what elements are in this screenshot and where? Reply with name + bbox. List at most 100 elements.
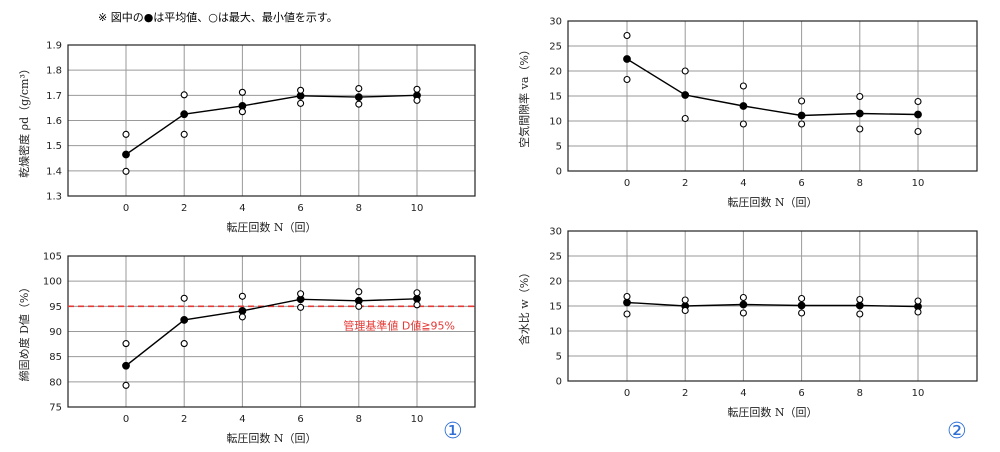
min-point [238,313,246,321]
min-point [413,301,421,309]
min-point [180,130,188,138]
y-tick-label: 1.4 [46,166,62,177]
x-tick-label: 2 [181,414,187,425]
y-tick-label: 85 [49,352,62,363]
x-tick-label: 4 [239,414,245,425]
mean-series-line [626,58,919,117]
y-tick-label: 105 [43,252,62,263]
min-point [623,75,631,84]
mean-point [855,109,864,118]
chart-area: 1.3 1.4 1.5 1.6 1.7 1.8 1.9 0 2 4 6 8 10 転圧回数 N（回） 乾燥密… [17,17,978,445]
x-tick-label: 4 [239,203,245,214]
max-point [355,84,363,93]
min-point [914,308,922,316]
max-point [180,294,188,302]
min-point [355,302,363,310]
plot-frame [67,44,476,197]
x-tick-label: 8 [857,388,863,399]
x-axis-title: 転圧回数 N（回） [226,221,316,234]
max-point [739,82,747,90]
x-tick-label: 2 [181,203,187,214]
mean-point [855,301,864,310]
max-point [238,292,246,300]
max-point [122,130,130,138]
mean-point [122,361,130,370]
min-point [739,120,747,128]
mean-point [739,300,748,309]
x-axis-title: 転圧回数 N（回） [727,406,817,419]
x-tick-label: 10 [912,178,925,189]
mean-point [623,55,631,63]
max-point [798,294,806,303]
min-point [355,100,363,108]
min-point [297,99,305,107]
y-tick-label: 5 [556,142,562,153]
min-point [297,303,305,311]
mean-point [180,110,189,119]
min-point [681,306,689,315]
mean-point [797,301,806,310]
max-point [413,289,421,297]
x-tick-label: 10 [912,388,925,399]
min-point [122,381,130,389]
max-point [297,290,305,298]
max-point [297,86,305,94]
max-point [180,91,188,99]
y-tick-label: 10 [549,327,562,338]
x-tick-label: 8 [857,178,863,189]
y-axis-title: 含水比 w（%） [517,267,531,345]
y-tick-label: 15 [549,92,562,103]
plot-frame [567,20,978,172]
x-tick-label: 0 [123,414,129,425]
y-tick-label: 90 [49,327,62,338]
x-tick-label: 6 [798,388,804,399]
max-point [238,88,246,96]
x-tick-label: 6 [297,203,303,214]
y-tick-label: 0 [556,377,562,388]
panel-marker-2: ② [947,419,967,444]
mean-point [914,110,922,119]
max-point [914,297,922,305]
max-point [856,295,864,304]
y-axis-title: 乾燥密度 ρd（g/cm³） [17,63,31,178]
mean-point [180,316,189,324]
max-point [122,340,130,348]
mean-point [354,93,363,101]
chart-1: 1.3 1.4 1.5 1.6 1.7 1.8 1.9 0 2 4 6 8 10 転圧回数 N（回） 乾燥密… [17,41,476,234]
min-point [856,125,864,133]
max-point [623,292,631,301]
x-tick-label: 0 [624,178,630,189]
y-axis-title: 空気間隙率 va（%） [517,44,531,148]
x-tick-label: 8 [356,414,362,425]
reference-label: 管理基準値 D値≧95% [343,318,455,332]
y-tick-label: 75 [49,403,62,414]
min-point [914,127,922,136]
min-point [739,309,747,317]
max-point [623,31,631,40]
y-tick-label: 5 [556,352,562,363]
mean-series-line [626,301,919,308]
x-tick-label: 10 [411,203,424,214]
max-point [914,97,922,106]
mean-point [413,294,421,303]
max-point [413,85,421,93]
min-point [798,309,806,317]
min-point [238,108,246,116]
y-tick-label: 0 [556,167,562,178]
x-tick-label: 4 [740,178,746,189]
y-tick-label: 100 [43,277,62,288]
x-tick-label: 6 [798,178,804,189]
x-tick-label: 8 [356,203,362,214]
y-tick-label: 1.9 [46,41,62,52]
plot-frame [67,255,476,408]
y-tick-label: 1.6 [46,116,62,127]
mean-point [681,91,690,99]
x-tick-label: 10 [411,414,424,425]
panel-marker-1: ① [443,419,463,444]
chart-4: 0 5 10 15 20 25 30 0 2 4 6 8 10 転圧回数 N（回） 含水比 w（%） [517,227,978,419]
x-tick-label: 2 [682,388,688,399]
y-tick-label: 15 [549,302,562,313]
y-axis-title: 締固め度 D値（%） [17,282,31,382]
y-tick-label: 95 [49,302,62,313]
